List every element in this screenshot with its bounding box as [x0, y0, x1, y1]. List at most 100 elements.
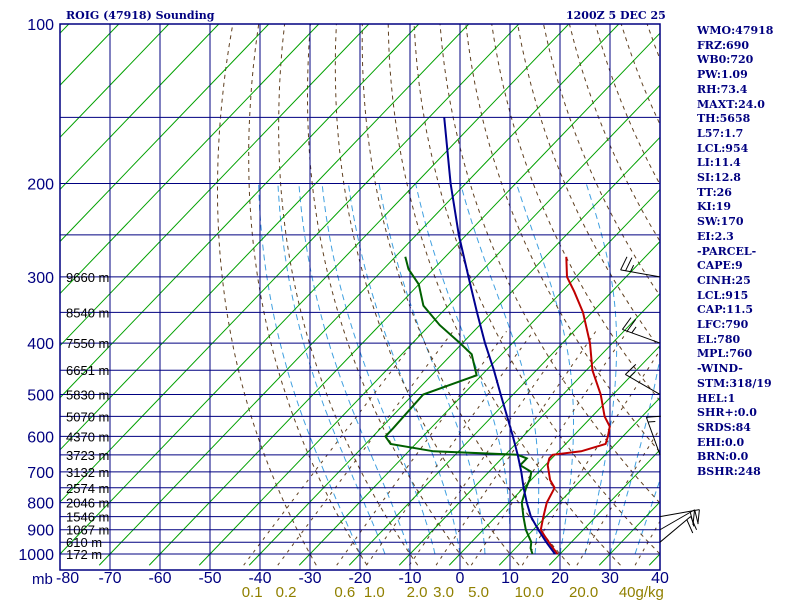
- height-label: 9660 m: [66, 270, 109, 285]
- isotherms: [60, 24, 660, 566]
- temperature-tick-label: 30: [601, 570, 619, 587]
- isotherm-line: [248, 136, 660, 566]
- index-value: BRN:0.0: [697, 450, 749, 464]
- stability-indices-panel: WMO:47918 FRZ:690 WB0:720 PW:1.09 RH:73.4 MAX…: [697, 24, 773, 480]
- mixing-ratio-label: 1.0: [364, 584, 385, 600]
- index-value: PW:1.09: [697, 68, 748, 82]
- height-label: 3723 m: [66, 448, 109, 463]
- pressure-tick-label: 200: [27, 177, 54, 194]
- isotherm-line: [60, 24, 220, 191]
- temperature-tick-label: 10: [501, 570, 519, 587]
- isotherm-line: [398, 292, 660, 566]
- index-value: -WIND-: [697, 362, 743, 376]
- index-value: WB0:720: [697, 53, 754, 67]
- dry-adiabat-line: [465, 24, 660, 453]
- height-label: 8540 m: [66, 305, 109, 320]
- pressure-tick-label: 600: [27, 429, 54, 446]
- wind-barbs: [620, 256, 700, 543]
- index-value: EHI:0.0: [697, 435, 745, 449]
- temperature-tick-label: -40: [248, 570, 271, 587]
- dry-adiabat-line: [217, 24, 317, 566]
- mixing-ratio-line: [521, 349, 660, 566]
- index-value: -PARCEL-: [697, 244, 757, 258]
- pressure-tick-label: 800: [27, 496, 54, 513]
- height-label: 6651 m: [66, 363, 109, 378]
- isotherm-line: [98, 24, 620, 566]
- height-label: 7550 m: [66, 336, 109, 351]
- index-value: LCL:915: [697, 288, 749, 302]
- index-value: SI:12.8: [697, 171, 741, 185]
- isotherm-line: [448, 344, 660, 566]
- dry-adiabat-line: [777, 24, 800, 565]
- index-value: CAP:11.5: [697, 303, 754, 317]
- mixing-ratio-label: 0.1: [242, 584, 263, 600]
- mixing-ratio-label: 0.2: [276, 584, 297, 600]
- mixing-ratio-label: 0.6: [334, 584, 355, 600]
- index-value: MPL:760: [697, 347, 753, 361]
- dry-adiabat-line: [248, 24, 368, 566]
- index-value: CINH:25: [697, 273, 751, 287]
- pressure-tick-label: 700: [27, 465, 54, 482]
- dry-adiabat-line: [543, 24, 660, 297]
- height-label: 5070 m: [66, 409, 109, 424]
- isotherm-line: [498, 397, 660, 566]
- index-value: KI:19: [697, 200, 732, 214]
- pressure-tick-label: 900: [27, 523, 54, 540]
- temperature-tick-label: -80: [56, 570, 79, 587]
- moist-adiabat-line: [277, 183, 386, 555]
- mixing-ratio-label: 2.0: [407, 584, 428, 600]
- index-value: L57:1.7: [697, 126, 744, 140]
- pressure-gridlines: [60, 24, 660, 570]
- wind-barb: [645, 415, 661, 456]
- mixing-ratio-lines: [243, 330, 660, 566]
- index-value: SRDS:84: [697, 420, 751, 434]
- temperature-tick-label: 40: [651, 570, 669, 587]
- height-label: 172 m: [66, 547, 102, 562]
- profile-line: [539, 256, 611, 555]
- wind-barb: [625, 363, 661, 395]
- pressure-tick-label: 300: [27, 270, 54, 287]
- index-value: HEL:1: [697, 391, 736, 405]
- temperature-tick-label: -10: [398, 570, 421, 587]
- pressure-unit-label: mb: [32, 571, 53, 588]
- isotherm-line: [148, 32, 660, 566]
- chart-title: ROIG (47918) Sounding: [66, 9, 215, 22]
- profile-line: [443, 117, 556, 555]
- isotherm-line: [60, 24, 170, 139]
- height-label: 2574 m: [66, 481, 109, 496]
- temperature-tick-label: -70: [98, 570, 121, 587]
- isotherm-line: [298, 188, 660, 566]
- moist-adiabat-line: [515, 183, 574, 555]
- index-value: EI:2.3: [697, 229, 734, 243]
- index-value: STM:318/19: [697, 376, 772, 390]
- isotherm-line: [60, 24, 420, 399]
- mixing-ratio-label: 5.0: [468, 584, 489, 600]
- dry-adiabat-line: [439, 24, 660, 504]
- profile-series: [384, 117, 611, 555]
- height-label: 2046 m: [66, 496, 109, 511]
- temperature-tick-label: -60: [148, 570, 171, 587]
- isotherm-line: [348, 240, 660, 566]
- mixing-ratio-line: [435, 331, 597, 566]
- isotherm-line: [60, 24, 470, 451]
- mixing-ratio-label: 20.0: [569, 584, 598, 600]
- mixing-ratio-line: [243, 330, 423, 566]
- moist-adiabat-line: [258, 183, 361, 555]
- temperature-tick-label: -30: [298, 570, 321, 587]
- moist-adiabat-line: [634, 478, 660, 555]
- index-value: WMO:47918: [697, 24, 774, 37]
- index-value: TT:26: [697, 185, 732, 199]
- pressure-tick-labels: 100 200 300 400 500 600 700 800 900 1000: [18, 17, 54, 564]
- mixing-ratio-label: 10.0: [515, 584, 544, 600]
- index-value: MAXT:24.0: [697, 97, 765, 111]
- temperature-tick-label: -50: [198, 570, 221, 587]
- height-label: 1067 m: [66, 523, 109, 538]
- profile-line: [384, 256, 534, 555]
- index-value: LFC:790: [697, 318, 749, 332]
- mixing-ratio-line: [470, 331, 628, 566]
- height-label: 610 m: [66, 535, 102, 550]
- sounding-time: 1200Z 5 DEC 25: [566, 9, 666, 22]
- height-label: 4370 m: [66, 429, 109, 444]
- temperature-tick-label: -20: [348, 570, 371, 587]
- pressure-tick-label: 1000: [18, 547, 54, 564]
